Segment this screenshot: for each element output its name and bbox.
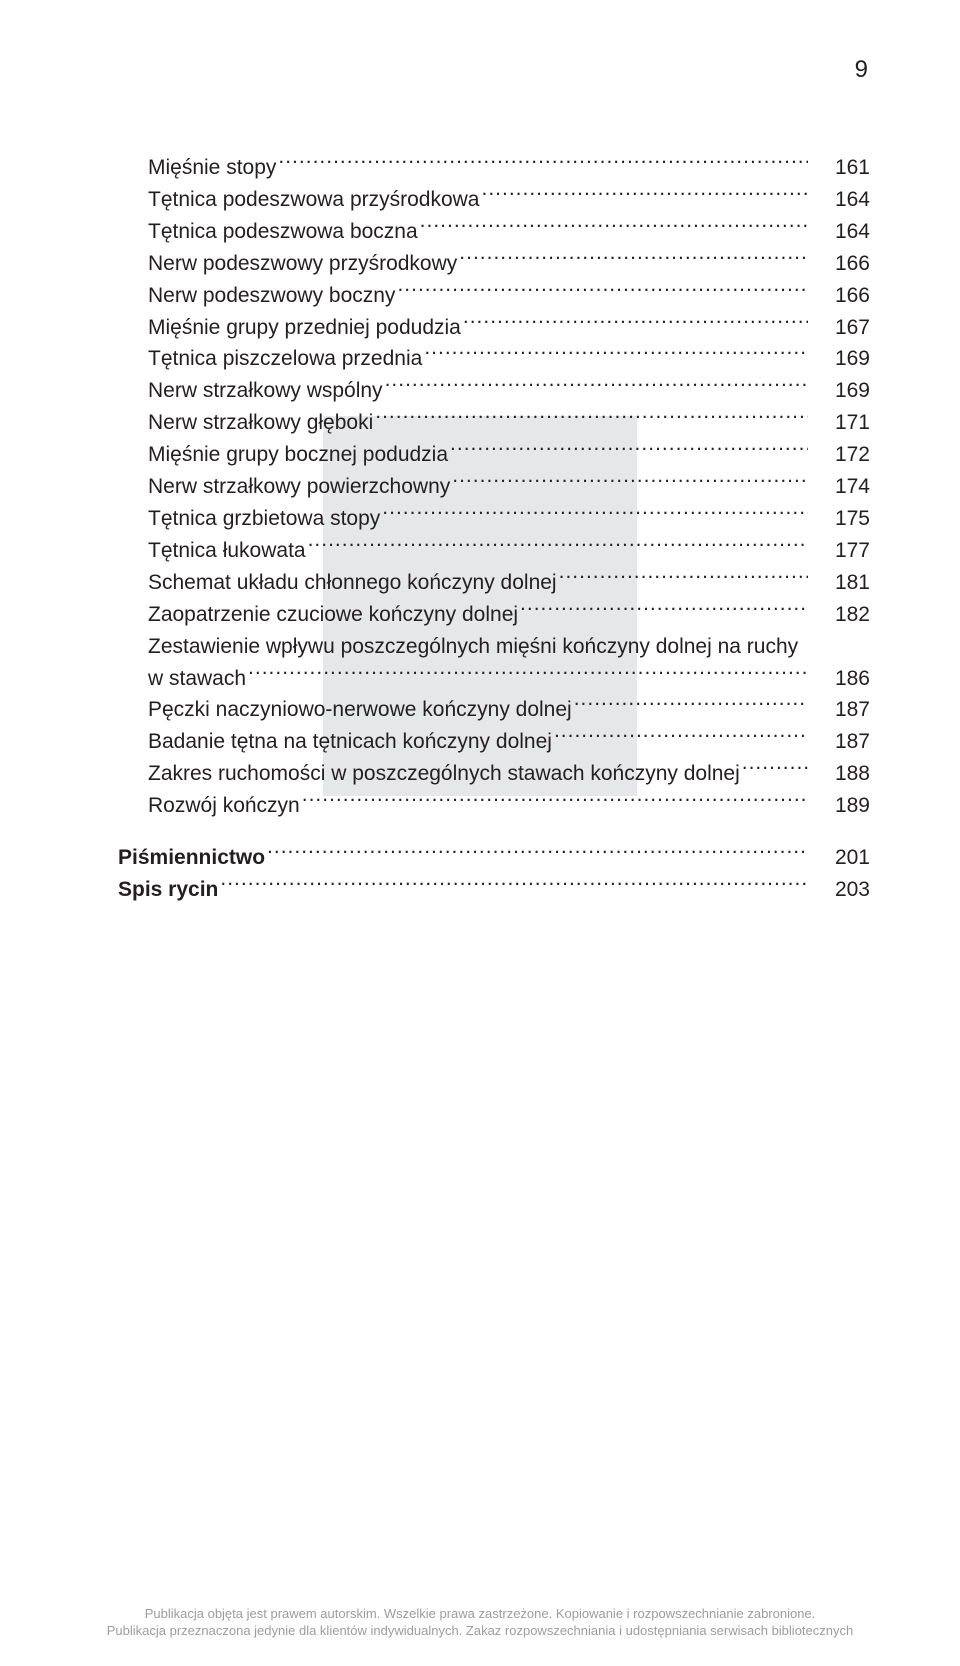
toc-leader [375,408,808,429]
toc-entry-continuation: w stawach 186 [118,663,870,695]
toc-page: 166 [810,248,870,280]
toc-label: Mięśnie stopy [148,152,276,184]
toc-leader [459,249,808,270]
toc-label: Pęczki naczyniowo-nerwowe kończyny dolne… [148,694,572,726]
toc-entry: Tętnica piszczelowa przednia 169 [118,343,870,375]
toc-entry: Nerw podeszwowy przyśrodkowy 166 [118,248,870,280]
toc-page: 164 [810,216,870,248]
toc-page: 201 [810,842,870,874]
toc-leader [450,440,808,461]
toc-entry: Mięśnie stopy 161 [118,152,870,184]
toc-label: w stawach [148,663,246,695]
toc-entry: Rozwój kończyn 189 [118,790,870,822]
toc-label: Nerw strzałkowy wspólny [148,375,383,407]
toc-leader [278,153,808,174]
toc-leader [302,791,808,812]
document-page: 9 Mięśnie stopy161Tętnica podeszwowa prz… [0,0,960,1666]
toc-page: 169 [810,343,870,375]
toc-label: Tętnica piszczelowa przednia [148,343,422,375]
toc-entry: Pęczki naczyniowo-nerwowe kończyny dolne… [118,694,870,726]
toc-entry: Nerw strzałkowy wspólny 169 [118,375,870,407]
toc-page: 187 [810,726,870,758]
toc-page: 186 [810,663,870,695]
toc-label: Nerw podeszwowy przyśrodkowy [148,248,457,280]
toc-page: 177 [810,535,870,567]
toc-label: Zestawienie wpływu poszczególnych mięśni… [148,635,798,658]
footer-line-2: Publikacja przeznaczona jedynie dla klie… [0,1622,960,1640]
toc-label: Mięśnie grupy przedniej podudzia [148,312,461,344]
toc-entry: Zakres ruchomości w poszczególnych stawa… [118,758,870,790]
toc-label: Nerw strzałkowy głęboki [148,407,373,439]
toc-label: Nerw strzałkowy powierzchowny [148,471,450,503]
toc-entry: Nerw podeszwowy boczny 166 [118,280,870,312]
toc-leader [267,843,808,864]
toc-label: Nerw podeszwowy boczny [148,280,395,312]
toc-page: 164 [810,184,870,216]
toc-label: Tętnica grzbietowa stopy [148,503,380,535]
toc-label: Mięśnie grupy bocznej podudzia [148,439,448,471]
toc-entry: Zestawienie wpływu poszczególnych mięśni… [118,631,870,663]
toc-page: 182 [810,599,870,631]
toc-leader [452,472,808,493]
toc-entry: Mięśnie grupy bocznej podudzia 172 [118,439,870,471]
toc-page: 171 [810,407,870,439]
toc-entry: Tętnica podeszwowa boczna 164 [118,216,870,248]
toc-leader [554,727,808,748]
toc-page: 172 [810,439,870,471]
toc-leader [220,875,808,896]
toc-entry: Tętnica podeszwowa przyśrodkowa 164 [118,184,870,216]
toc-leader [559,568,808,589]
toc-entry: Spis rycin 203 [118,874,870,906]
toc-entry: Zaopatrzenie czuciowe kończyny dolnej 182 [118,599,870,631]
footer-line-1: Publikacja objęta jest prawem autorskim.… [0,1605,960,1623]
toc-page: 187 [810,694,870,726]
toc-entry: Tętnica łukowata 177 [118,535,870,567]
toc-leader [385,376,808,397]
toc-page: 189 [810,790,870,822]
toc-leader [248,664,808,685]
toc-entry: Piśmiennictwo 201 [118,842,870,874]
toc-leader [308,536,808,557]
toc-leader [574,695,808,716]
toc-label: Schemat układu chłonnego kończyny dolnej [148,567,557,599]
toc-leader [742,759,808,780]
toc-page: 181 [810,567,870,599]
toc-entry: Nerw strzałkowy głęboki 171 [118,407,870,439]
toc-leader [382,504,808,525]
toc-leader [420,217,808,238]
toc-page: 169 [810,375,870,407]
toc-page: 166 [810,280,870,312]
toc-leader [482,185,809,206]
toc-label: Tętnica podeszwowa boczna [148,216,418,248]
toc-page: 203 [810,874,870,906]
toc-entry: Tętnica grzbietowa stopy 175 [118,503,870,535]
copyright-footer: Publikacja objęta jest prawem autorskim.… [0,1605,960,1640]
toc-label: Zaopatrzenie czuciowe kończyny dolnej [148,599,518,631]
toc-page: 167 [810,312,870,344]
toc-label: Tętnica podeszwowa przyśrodkowa [148,184,480,216]
toc-entry: Schemat układu chłonnego kończyny dolnej… [118,567,870,599]
toc-entry: Mięśnie grupy przedniej podudzia 167 [118,312,870,344]
toc-page: 175 [810,503,870,535]
toc-leader [463,313,808,334]
toc-label: Rozwój kończyn [148,790,300,822]
toc-label: Spis rycin [118,874,218,906]
toc-leader [397,281,808,302]
toc-entry: Badanie tętna na tętnicach kończyny doln… [118,726,870,758]
toc-page: 174 [810,471,870,503]
toc-page: 188 [810,758,870,790]
toc-leader [520,600,808,621]
toc-label: Badanie tętna na tętnicach kończyny doln… [148,726,552,758]
toc-label: Tętnica łukowata [148,535,306,567]
toc-label: Zakres ruchomości w poszczególnych stawa… [148,758,740,790]
toc-leader [424,344,808,365]
toc-entry: Nerw strzałkowy powierzchowny 174 [118,471,870,503]
toc-page: 161 [810,152,870,184]
page-number: 9 [855,56,868,84]
toc-label: Piśmiennictwo [118,842,265,874]
table-of-contents: Mięśnie stopy161Tętnica podeszwowa przyś… [118,152,870,906]
